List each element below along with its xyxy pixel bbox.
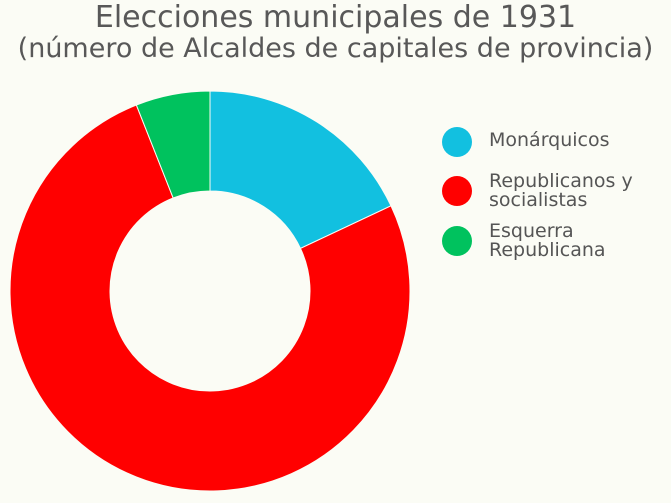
legend-label: Monárquicos [489, 129, 610, 151]
slice-esquerra-republicana[interactable] [135, 90, 211, 199]
slice-republicanos-y-socialistas[interactable] [9, 104, 411, 492]
legend-swatch [442, 226, 472, 256]
slice-mon-rquicos[interactable] [209, 90, 392, 250]
chart-title: Elecciones municipales de 1931 (número d… [0, 2, 671, 65]
legend-label: Esquerra Republicana [489, 220, 606, 261]
legend-label: Republicanos y socialistas [489, 170, 633, 211]
legend-item[interactable]: Monárquicos [442, 124, 671, 157]
chart-title-line-1: Elecciones municipales de 1931 [94, 0, 577, 35]
legend-item[interactable]: Esquerra Republicana [442, 222, 671, 260]
legend-swatch [442, 127, 472, 157]
legend-swatch [442, 176, 472, 206]
chart-title-line-2: (número de Alcaldes de capitales de prov… [17, 33, 654, 64]
legend-item[interactable]: Republicanos y socialistas [442, 172, 671, 210]
